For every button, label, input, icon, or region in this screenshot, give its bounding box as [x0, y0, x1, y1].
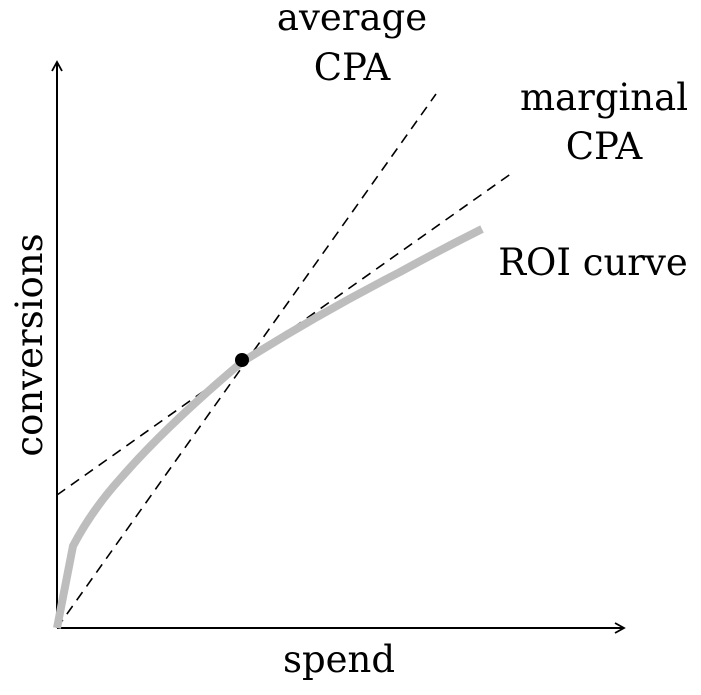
y-axis-label: conversions [8, 233, 51, 456]
tangent-point [235, 353, 249, 367]
marginal-cpa-label-line1: marginal [520, 76, 688, 119]
average-cpa-label-line1: average [277, 0, 427, 39]
roi-curve [53, 225, 484, 629]
average-cpa-label-line2: CPA [314, 46, 392, 89]
x-axis-label: spend [283, 638, 395, 681]
roi-curve-label: ROI curve [498, 241, 688, 284]
marginal-cpa-label-line2: CPA [566, 125, 644, 168]
